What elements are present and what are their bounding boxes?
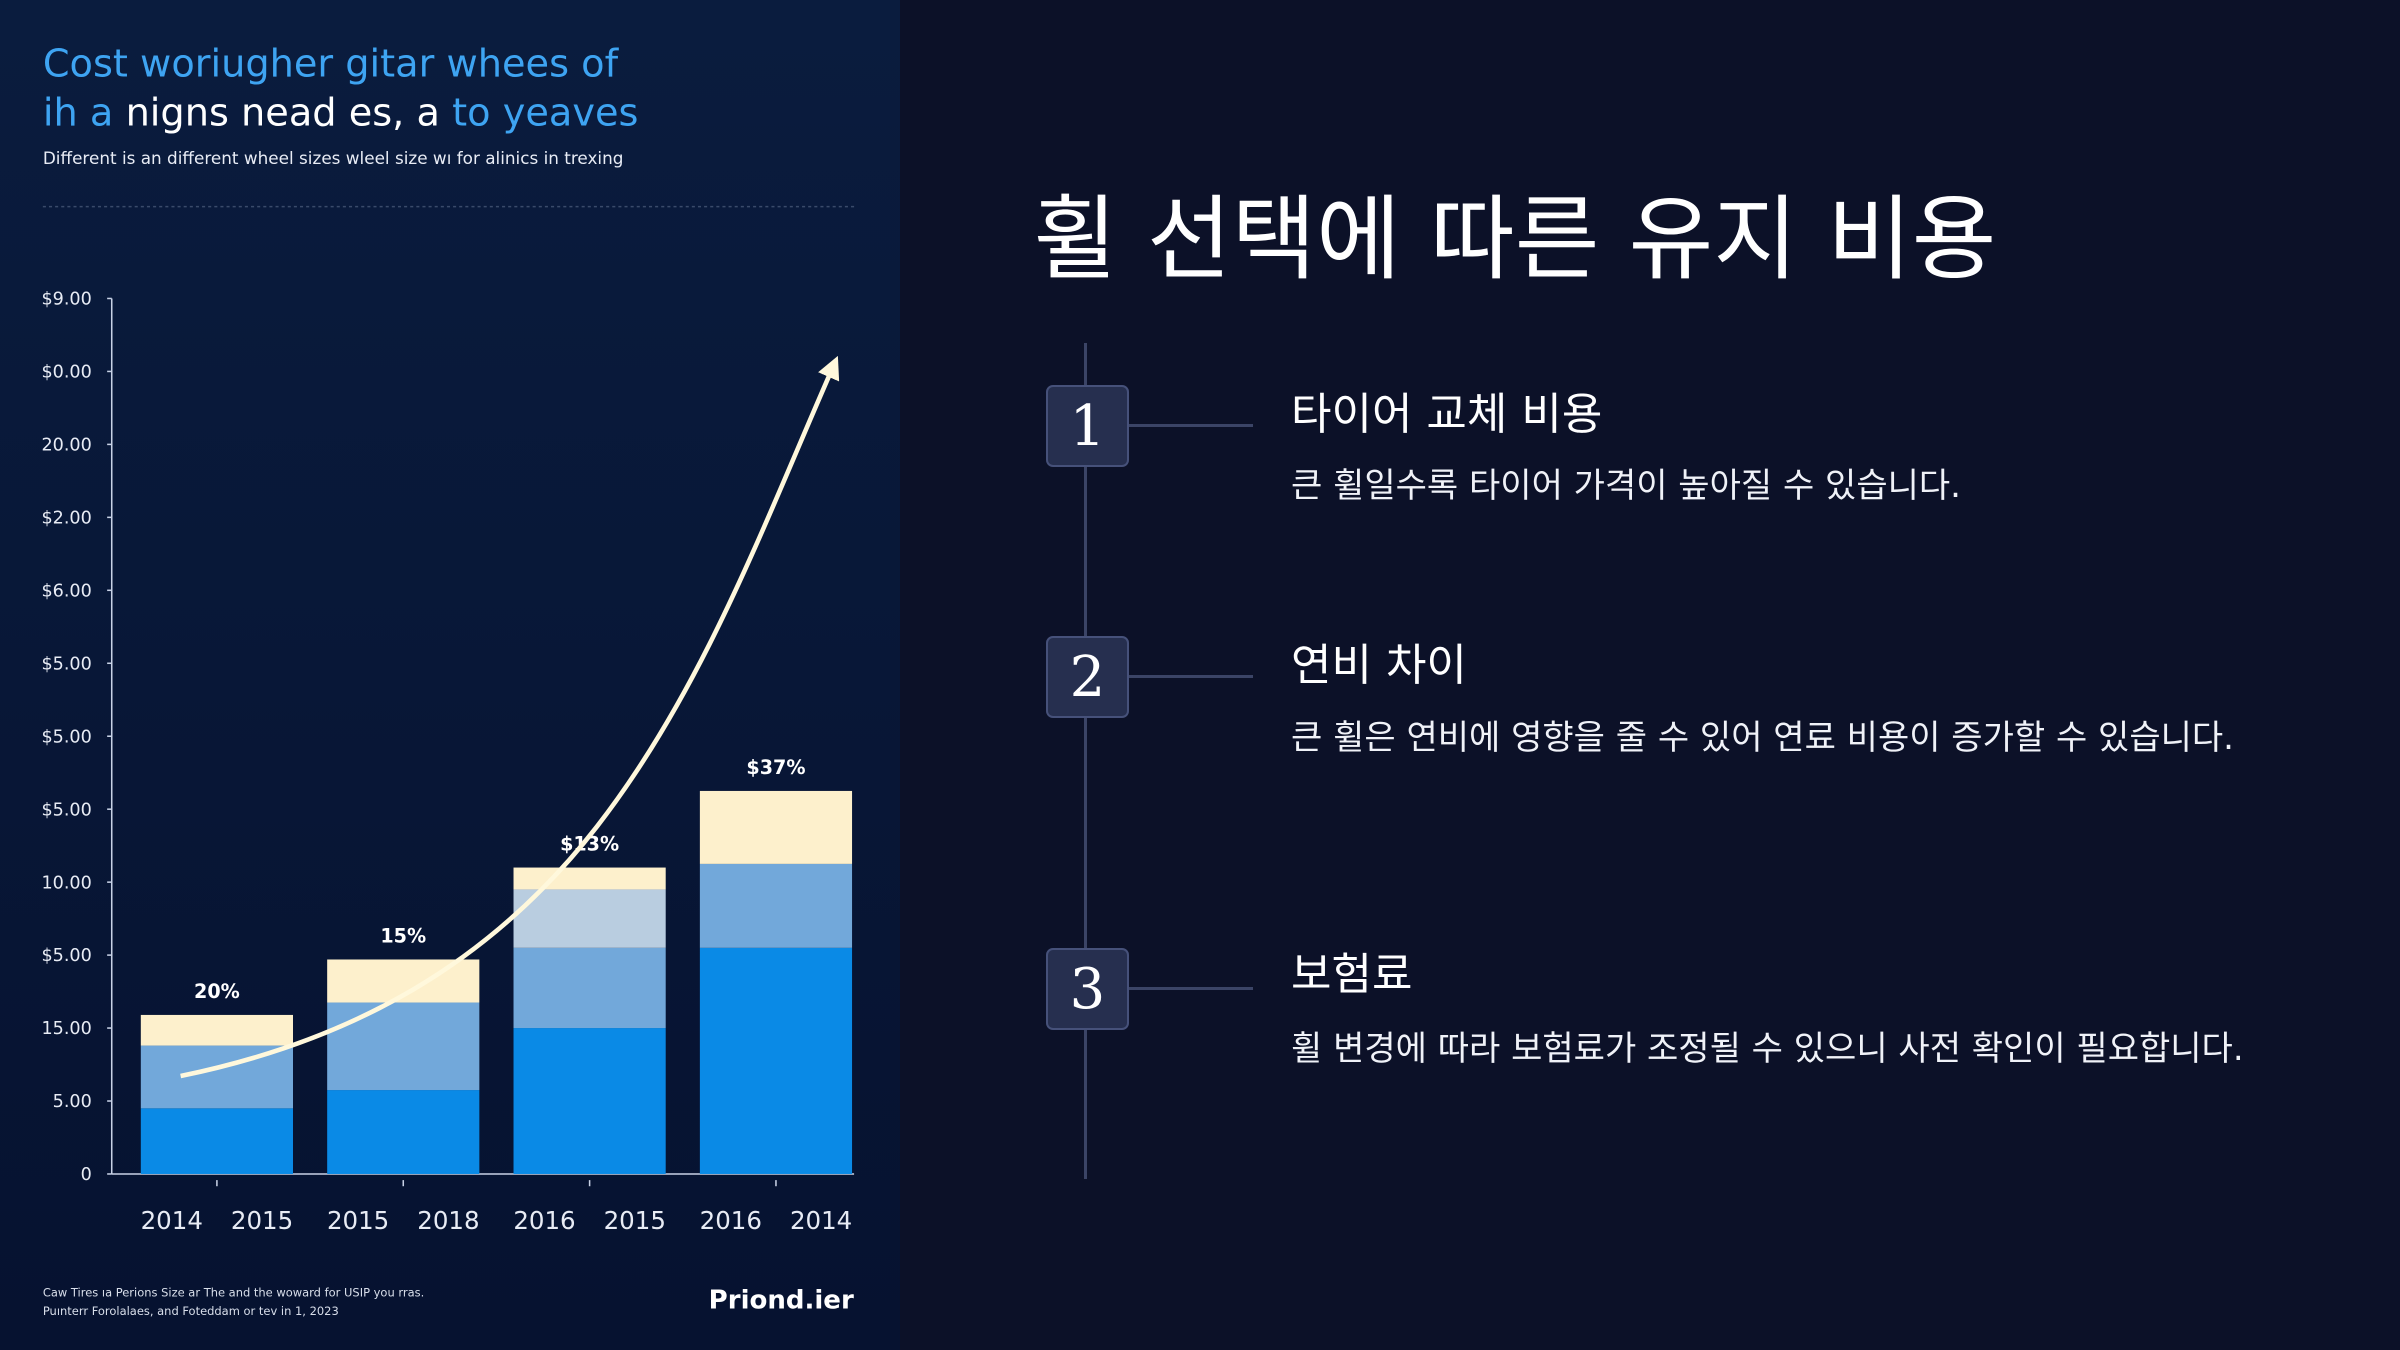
y-tick-label: 5.00: [53, 1092, 92, 1112]
connector: [1127, 675, 1253, 678]
slide-title: 휠 선택에 따른 유지 비용: [1033, 186, 1997, 293]
bar-segment: [140, 1045, 293, 1109]
step-number: 1: [1046, 385, 1129, 467]
y-tick-label: $9.00: [41, 290, 91, 310]
item-heading: 타이어 교체 비용: [1291, 389, 1603, 440]
title-part: nigns nead es, a: [126, 91, 440, 136]
bar-label: $13%: [560, 833, 619, 856]
connector: [1127, 987, 1253, 990]
x-tick-label: 2015: [604, 1206, 666, 1235]
bar-segment: [699, 790, 853, 864]
bar-segment: [327, 1090, 480, 1174]
footer-note: Puınterr Forolalaes, and Foteddam or tev…: [43, 1304, 339, 1318]
y-tick-label: $5.00: [41, 800, 91, 820]
y-tick-label: $2.00: [41, 508, 91, 528]
y-tick-label: 20.00: [41, 436, 91, 456]
bar-segment: [513, 889, 666, 948]
chart-title: ih a nigns nead es, a to yeaves: [43, 91, 639, 136]
y-tick-label: 10.00: [41, 873, 91, 893]
trend-arrow: [180, 355, 840, 1079]
item-heading: 보험료: [1291, 949, 1413, 1000]
x-tick-label: 2015: [231, 1206, 293, 1235]
title-part: ih a: [43, 91, 113, 136]
x-tick-label: 2018: [417, 1206, 479, 1235]
bar-segment: [140, 1108, 293, 1174]
y-tick-label: 0: [81, 1165, 92, 1185]
bar-segment: [513, 1028, 666, 1174]
footer-note: Caw Tires ıa Perions Size ar The and the…: [43, 1285, 424, 1299]
item-body: 큰 휠일수록 타이어 가격이 높아질 수 있습니다.: [1291, 466, 1961, 506]
step-number: 2: [1046, 636, 1129, 718]
bar-label: 20%: [194, 980, 240, 1003]
y-tick-label: 15.00: [41, 1019, 91, 1039]
item-body: 큰 휠은 연비에 영향을 줄 수 있어 연료 비용이 증가할 수 있습니다.: [1291, 718, 2234, 758]
bar-segment: [140, 1014, 293, 1046]
connector: [1127, 424, 1253, 427]
chart-panel: Cost woriugher gitar whees of ih a nigns …: [0, 0, 900, 1350]
y-tick-label: $5.00: [41, 946, 91, 966]
logo: Priond.ier: [709, 1286, 854, 1316]
bar-label: 15%: [380, 925, 426, 948]
bar-label: $37%: [746, 756, 805, 779]
y-tick-label: $5.00: [41, 654, 91, 674]
x-tick-label: 2014: [141, 1206, 203, 1235]
item-body: 휠 변경에 따라 보험료가 조정될 수 있으니 사전 확인이 필요합니다.: [1291, 1029, 2244, 1069]
chart-title: Cost woriugher gitar whees of: [43, 42, 620, 87]
y-tick-label: $0.00: [41, 363, 91, 383]
x-tick-label: 2016: [513, 1206, 575, 1235]
bar-segment: [513, 867, 666, 890]
x-tick-label: 2016: [700, 1206, 762, 1235]
timeline: [1084, 343, 1087, 1179]
x-tick-label: 2015: [327, 1206, 389, 1235]
item-heading: 연비 차이: [1291, 640, 1467, 691]
bar-segment: [327, 1002, 480, 1091]
x-tick-label: 2014: [790, 1206, 852, 1235]
step-number: 3: [1046, 948, 1129, 1030]
y-tick-label: $5.00: [41, 727, 91, 747]
text-panel: 휠 선택에 따른 유지 비용 1 2 3 타이어 교체 비용 큰 휠일수록 타이…: [900, 0, 2400, 1350]
subtitle: Different is an different wheel sizes wl…: [43, 148, 624, 168]
bar-segment: [699, 947, 853, 1174]
y-tick-label: $6.00: [41, 581, 91, 601]
bar-segment: [699, 863, 853, 948]
bar-segment: [513, 947, 666, 1029]
plot: 0 5.00 15.00 $5.00 10.00 $5.00 $5.00 $5.00 $6.00…: [41, 290, 855, 1235]
title-part: to yeaves: [452, 91, 638, 136]
